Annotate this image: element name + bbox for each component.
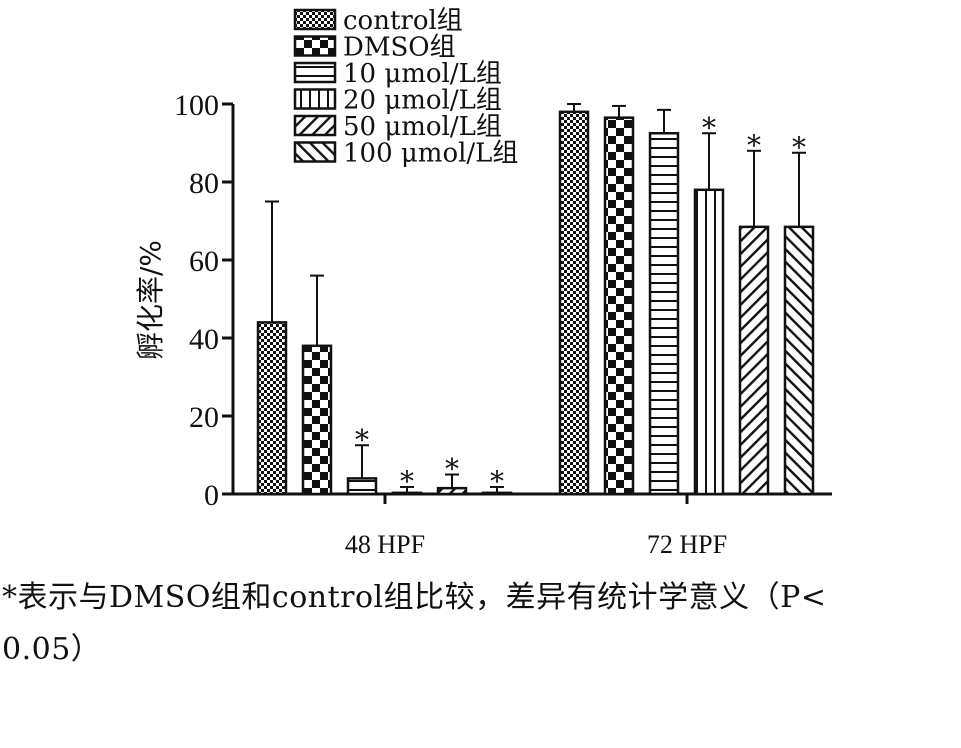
y-axis: 0 20 40 60 80 100 xyxy=(174,89,235,512)
bar xyxy=(436,486,468,496)
bar xyxy=(648,132,680,496)
x-tick-label: 72 HPF xyxy=(647,530,727,559)
significance-marker: * xyxy=(702,111,716,144)
y-axis-label: 孵化率/% xyxy=(134,240,167,360)
legend-swatch xyxy=(293,88,337,110)
bar xyxy=(256,321,288,496)
legend-swatch xyxy=(293,114,337,137)
bar xyxy=(603,116,635,496)
bar xyxy=(693,188,725,496)
legend-swatch xyxy=(293,35,337,57)
error-bars-layer xyxy=(265,103,806,493)
footnote: *表示与DMSO组和control组比较，差异有统计学意义（P< 0.05） xyxy=(2,572,958,676)
bar xyxy=(738,225,770,496)
significance-marker: * xyxy=(400,465,414,498)
significance-marker: * xyxy=(445,453,459,486)
legend-swatch xyxy=(293,61,337,84)
y-tick-label: 100 xyxy=(174,89,219,122)
x-tick-labels: 48 HPF 72 HPF xyxy=(345,530,727,559)
significance-marker: * xyxy=(747,129,761,162)
legend-label: 10 μmol/L组 xyxy=(343,59,502,89)
significance-layer: * * * * * * * xyxy=(355,111,806,498)
legend-swatch xyxy=(293,141,337,163)
y-tick-label: 20 xyxy=(189,401,219,434)
bar xyxy=(783,225,815,496)
legend-label: 50 μmol/L组 xyxy=(343,112,502,142)
footnote-line-2: 0.05） xyxy=(2,632,102,667)
legend-label: DMSO组 xyxy=(343,33,456,63)
legend-swatch xyxy=(293,8,337,31)
footnote-line-1: *表示与DMSO组和control组比较，差异有统计学意义（P< xyxy=(2,580,827,615)
significance-marker: * xyxy=(490,465,504,498)
x-tick-label: 48 HPF xyxy=(345,530,425,559)
significance-marker: * xyxy=(792,131,806,164)
y-tick-label: 40 xyxy=(189,323,219,356)
legend-label: control组 xyxy=(343,6,463,36)
bar xyxy=(346,477,378,496)
bar xyxy=(301,344,333,496)
bars-layer xyxy=(256,110,815,496)
legend-label: 100 μmol/L组 xyxy=(343,139,518,169)
legend-label: 20 μmol/L组 xyxy=(343,86,502,116)
y-tick-label: 0 xyxy=(204,479,219,512)
bar xyxy=(558,110,590,496)
y-tick-label: 60 xyxy=(189,245,219,278)
significance-marker: * xyxy=(355,423,369,456)
x-axis xyxy=(233,492,832,504)
y-tick-label: 80 xyxy=(189,167,219,200)
